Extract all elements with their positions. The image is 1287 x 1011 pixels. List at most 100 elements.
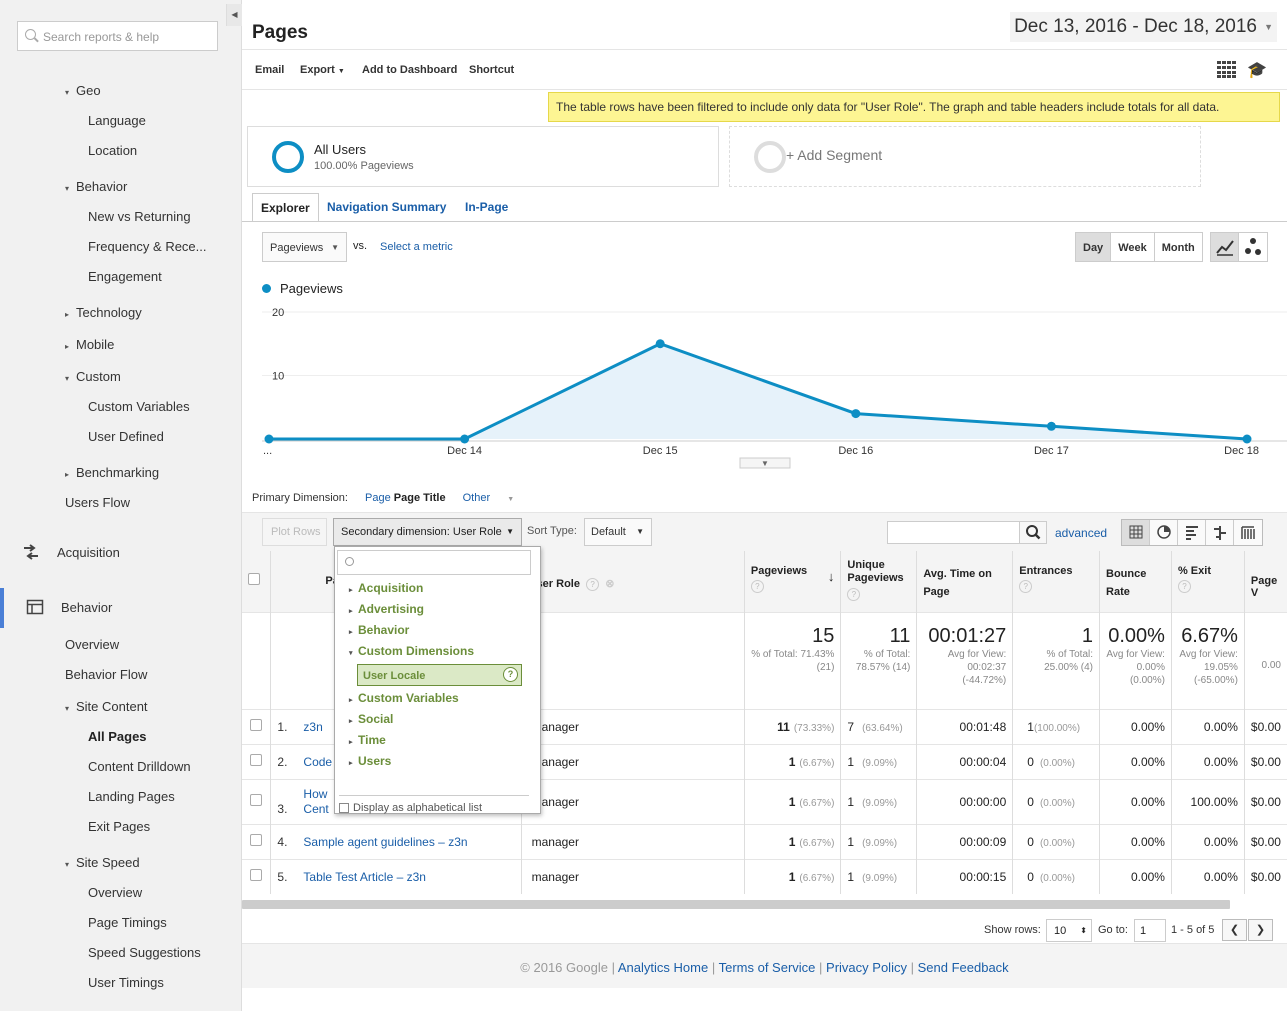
next-page-button[interactable]: ❯ [1248,919,1273,941]
sort-type-select[interactable]: Default ▼ [584,518,652,546]
sidebar-item-geo[interactable]: ▾ Geo [65,83,101,98]
sidebar-item-all-pages[interactable]: All Pages [88,729,147,744]
data-table-icon[interactable] [1122,520,1150,545]
help-icon[interactable]: ? [1177,580,1191,593]
row-checkbox[interactable] [250,719,263,731]
sidebar-item-location[interactable]: Location [88,143,137,158]
export-button[interactable]: Export ▼ [300,64,345,76]
analytics-home-link[interactable]: Analytics Home [617,960,709,975]
comparison-icon[interactable] [1206,520,1234,545]
advanced-filter-link[interactable]: advanced [1055,526,1108,540]
data-point[interactable] [264,434,274,444]
dropdown-group-acquisition[interactable]: ▸ Acquisition [349,581,423,595]
sidebar-item-users-flow[interactable]: Users Flow [65,495,130,510]
period-day-button[interactable]: Day [1076,233,1112,261]
column-header-entrances[interactable]: Entrances? [1012,551,1100,612]
sidebar-item-overview[interactable]: Overview [88,885,142,900]
send-feedback-link[interactable]: Send Feedback [917,960,1009,975]
add-segment-button[interactable]: + Add Segment [729,126,1201,187]
sidebar-item-behavior[interactable]: ▾ Behavior [65,179,127,194]
metric-select[interactable]: Pageviews ▼ [262,232,347,262]
add-to-dashboard-button[interactable]: Add to Dashboard [362,64,458,76]
previous-page-button[interactable]: ❮ [1222,919,1247,941]
dimension-page-link[interactable]: Page [365,492,391,504]
graduation-cap-icon[interactable]: 🎓 [1247,62,1267,79]
terms-of-service-link[interactable]: Terms of Service [718,960,816,975]
column-header-user-role[interactable]: User Role ? ⊗ [520,551,745,612]
sidebar-search-input[interactable]: Search reports & help [17,21,218,51]
collapse-sidebar-button[interactable]: ◀ [226,4,242,26]
sidebar-item-overview[interactable]: Overview [65,637,119,652]
dropdown-search-input[interactable] [337,550,531,575]
dropdown-group-custom-variables[interactable]: ▸ Custom Variables [349,691,459,705]
sidebar-item-mobile[interactable]: ▸ Mobile [65,337,114,352]
page-title-link[interactable]: Table Test Article – z3n [303,869,426,884]
sidebar-item-page-timings[interactable]: Page Timings [88,915,167,930]
email-button[interactable]: Email [255,64,285,76]
help-icon[interactable]: ? [586,578,600,591]
sidebar-item-site-speed[interactable]: ▾ Site Speed [65,855,140,870]
help-icon[interactable]: ? [750,580,764,593]
privacy-policy-link[interactable]: Privacy Policy [826,960,907,975]
data-point[interactable] [1242,434,1252,444]
column-header-avg-time-on-page[interactable]: Avg. Time on Page [916,551,1013,612]
page-title-link[interactable]: Code [303,754,333,769]
sidebar-item-custom[interactable]: ▾ Custom [65,369,121,384]
dropdown-group-custom-dimensions[interactable]: ▾ Custom Dimensions [349,644,474,658]
goto-input[interactable]: 1 [1134,919,1166,942]
sidebar-item-landing-pages[interactable]: Landing Pages [88,789,175,804]
select-all-checkbox[interactable] [248,573,260,585]
checkbox[interactable] [339,803,349,814]
page-title-link[interactable]: How Cent [303,787,328,817]
sidebar-item-behavior-flow[interactable]: Behavior Flow [65,667,147,682]
shortcut-button[interactable]: Shortcut [469,64,515,76]
column-header-exit[interactable]: % Exit? [1170,551,1245,612]
date-range-picker[interactable]: Dec 13, 2016 - Dec 18, 2016 ▼ [1010,12,1277,42]
row-checkbox[interactable] [250,794,263,806]
row-checkbox[interactable] [250,834,263,846]
tab-navigation-summary[interactable]: Navigation Summary [327,200,447,214]
dropdown-group-behavior[interactable]: ▸ Behavior [349,623,409,637]
column-header-pageviews[interactable]: Pageviews ↓? [743,551,841,612]
tab-in-page[interactable]: In-Page [465,200,509,214]
column-header-page-value[interactable]: Page V [1243,551,1287,612]
dimension-other-link[interactable]: Other ▼ [463,492,529,504]
help-icon[interactable]: ? [1019,580,1033,593]
data-point[interactable] [460,434,470,444]
motion-chart-icon[interactable] [1239,233,1267,261]
table-search-button[interactable] [1019,521,1047,544]
sidebar-item-user-timings[interactable]: User Timings [88,975,164,990]
sidebar-item-benchmarking[interactable]: ▸ Benchmarking [65,465,159,480]
sidebar-item-custom-variables[interactable]: Custom Variables [88,399,190,414]
dropdown-group-time[interactable]: ▸ Time [349,733,386,747]
sidebar-item-engagement[interactable]: Engagement [88,269,162,284]
dropdown-option-user-locale[interactable]: User Locale ? [357,664,522,686]
horizontal-scrollbar[interactable] [242,900,1230,909]
page-title-link[interactable]: z3n [303,719,323,734]
performance-icon[interactable] [1178,520,1206,545]
dropdown-group-advertising[interactable]: ▸ Advertising [349,602,424,616]
row-checkbox[interactable] [250,869,263,882]
alphabetical-list-checkbox[interactable]: Display as alphabetical list [339,795,529,814]
data-point[interactable] [1046,421,1056,431]
segment-all-users[interactable]: All Users 100.00% Pageviews [247,126,719,187]
sidebar-section-acquisition[interactable]: Acquisition [0,533,242,573]
sidebar-section-behavior[interactable]: Behavior [0,588,242,628]
row-checkbox[interactable] [250,754,263,766]
table-search-input[interactable] [887,521,1020,544]
tab-explorer[interactable]: Explorer [252,193,319,222]
dropdown-group-social[interactable]: ▸ Social [349,712,393,726]
help-icon[interactable]: ? [847,588,861,601]
sidebar-item-exit-pages[interactable]: Exit Pages [88,819,150,834]
select-metric-link[interactable]: Select a metric [380,241,453,253]
secondary-dimension-select[interactable]: Secondary dimension: User Role ▼ [333,518,522,546]
sidebar-item-technology[interactable]: ▸ Technology [65,305,142,320]
line-chart-icon[interactable] [1211,233,1239,261]
data-point[interactable] [851,409,861,419]
help-icon[interactable]: ? [503,667,518,682]
page-title-link[interactable]: Sample agent guidelines – z3n [303,834,468,849]
grid-icon[interactable] [1217,61,1237,79]
period-week-button[interactable]: Week [1111,233,1155,261]
data-point[interactable] [655,339,665,349]
column-header-unique-pageviews[interactable]: Unique Pageviews? [840,551,917,612]
